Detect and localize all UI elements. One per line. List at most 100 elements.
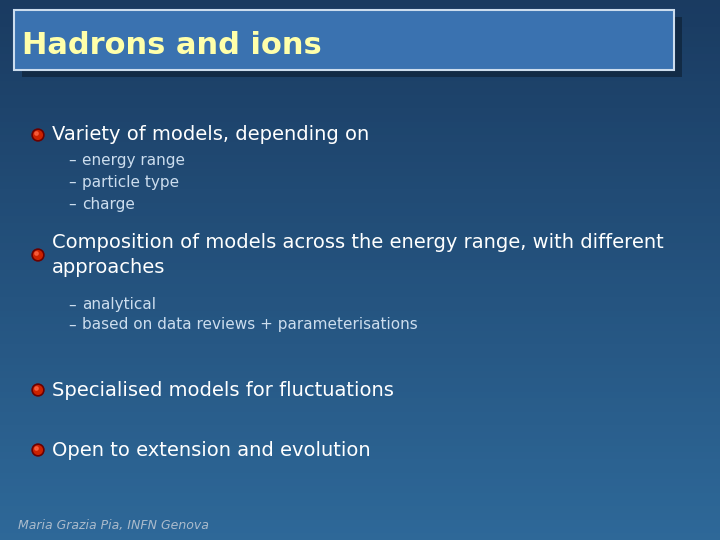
Bar bbox=[0, 303, 720, 312]
Text: Specialised models for fluctuations: Specialised models for fluctuations bbox=[52, 381, 394, 400]
Circle shape bbox=[35, 132, 38, 135]
Circle shape bbox=[35, 387, 38, 390]
Bar bbox=[0, 141, 720, 150]
Bar bbox=[0, 513, 720, 521]
Bar bbox=[0, 411, 720, 420]
Bar bbox=[0, 176, 720, 183]
Bar bbox=[0, 128, 720, 136]
Bar bbox=[0, 446, 720, 453]
Bar bbox=[0, 33, 720, 42]
Text: –: – bbox=[68, 174, 76, 190]
Circle shape bbox=[34, 131, 42, 139]
Text: analytical: analytical bbox=[82, 298, 156, 313]
Bar bbox=[0, 168, 720, 177]
Bar bbox=[0, 426, 720, 433]
Bar bbox=[0, 216, 720, 224]
Bar bbox=[0, 432, 720, 440]
Bar bbox=[0, 345, 720, 352]
Bar bbox=[0, 459, 720, 467]
Bar bbox=[0, 492, 720, 501]
Bar bbox=[0, 54, 720, 62]
Circle shape bbox=[34, 446, 42, 454]
Text: Open to extension and evolution: Open to extension and evolution bbox=[52, 441, 371, 460]
Bar bbox=[0, 310, 720, 318]
Bar bbox=[0, 40, 720, 48]
Circle shape bbox=[35, 252, 38, 255]
Bar bbox=[0, 222, 720, 231]
Bar bbox=[0, 60, 720, 69]
Bar bbox=[0, 507, 720, 514]
Bar bbox=[0, 243, 720, 251]
Bar bbox=[0, 47, 720, 55]
Bar bbox=[0, 438, 720, 447]
Bar bbox=[0, 284, 720, 291]
Text: energy range: energy range bbox=[82, 152, 185, 167]
Bar bbox=[0, 534, 720, 540]
Bar bbox=[0, 27, 720, 35]
Text: based on data reviews + parameterisations: based on data reviews + parameterisation… bbox=[82, 318, 418, 333]
Bar bbox=[0, 372, 720, 379]
Text: particle type: particle type bbox=[82, 174, 179, 190]
Bar bbox=[0, 20, 720, 28]
Circle shape bbox=[32, 249, 44, 261]
Circle shape bbox=[35, 447, 38, 450]
Bar bbox=[0, 297, 720, 305]
Bar bbox=[0, 256, 720, 264]
Circle shape bbox=[32, 384, 44, 396]
Text: Maria Grazia Pia, INFN Genova: Maria Grazia Pia, INFN Genova bbox=[18, 518, 209, 531]
Bar bbox=[0, 237, 720, 244]
Bar bbox=[0, 330, 720, 339]
Bar bbox=[0, 115, 720, 123]
Circle shape bbox=[34, 386, 42, 394]
Bar bbox=[0, 6, 720, 15]
Bar bbox=[0, 357, 720, 366]
Bar bbox=[0, 519, 720, 528]
Bar bbox=[0, 317, 720, 325]
Bar bbox=[0, 263, 720, 271]
Bar bbox=[0, 324, 720, 332]
Bar bbox=[0, 209, 720, 217]
Bar bbox=[0, 148, 720, 156]
Bar bbox=[0, 500, 720, 507]
Bar bbox=[0, 276, 720, 285]
Text: Composition of models across the energy range, with different
approaches: Composition of models across the energy … bbox=[52, 233, 664, 277]
Bar bbox=[0, 291, 720, 298]
Text: –: – bbox=[68, 298, 76, 313]
Circle shape bbox=[32, 444, 44, 456]
Bar bbox=[0, 108, 720, 116]
Text: Hadrons and ions: Hadrons and ions bbox=[22, 31, 322, 60]
Bar bbox=[0, 249, 720, 258]
Bar bbox=[0, 0, 720, 8]
FancyBboxPatch shape bbox=[14, 10, 674, 70]
Bar bbox=[0, 202, 720, 210]
Text: –: – bbox=[68, 318, 76, 333]
Bar bbox=[0, 102, 720, 109]
Bar bbox=[0, 465, 720, 474]
Bar bbox=[0, 480, 720, 487]
Bar bbox=[0, 418, 720, 426]
Bar bbox=[0, 74, 720, 82]
Bar bbox=[0, 405, 720, 413]
Bar bbox=[0, 230, 720, 237]
Bar bbox=[0, 195, 720, 204]
Text: –: – bbox=[68, 152, 76, 167]
Bar bbox=[0, 392, 720, 399]
Bar bbox=[0, 183, 720, 190]
Bar bbox=[0, 453, 720, 460]
Bar bbox=[0, 378, 720, 386]
Bar bbox=[0, 270, 720, 278]
Circle shape bbox=[32, 129, 44, 141]
Bar bbox=[0, 81, 720, 89]
Bar bbox=[0, 14, 720, 21]
Bar bbox=[0, 472, 720, 480]
Bar bbox=[0, 364, 720, 372]
Circle shape bbox=[34, 251, 42, 259]
Bar bbox=[0, 162, 720, 170]
Bar bbox=[0, 156, 720, 163]
Bar bbox=[0, 87, 720, 96]
Bar bbox=[0, 384, 720, 393]
Bar bbox=[0, 135, 720, 143]
Bar bbox=[0, 338, 720, 345]
Text: Variety of models, depending on: Variety of models, depending on bbox=[52, 125, 369, 145]
Bar bbox=[0, 189, 720, 197]
